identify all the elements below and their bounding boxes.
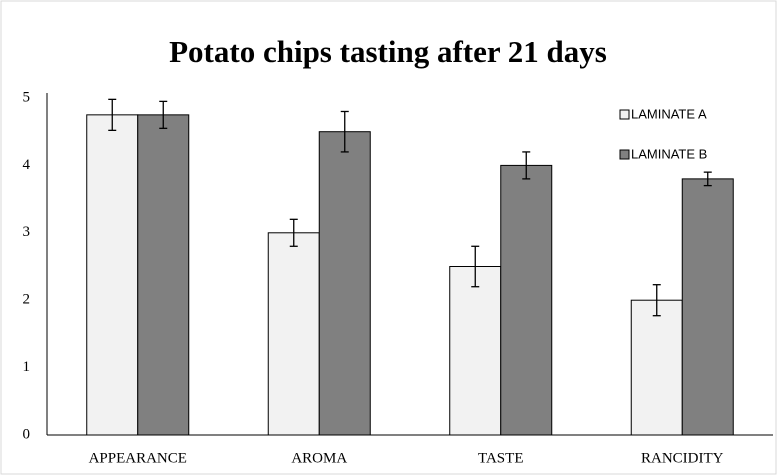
y-tick-label: 4 (23, 157, 31, 173)
legend-label: LAMINATE B (631, 146, 707, 161)
error-bar (652, 284, 661, 317)
error-bar (340, 110, 349, 153)
legend-swatch (619, 109, 630, 120)
x-tick-label: RANCIDITY (641, 450, 724, 466)
y-tick-label: 5 (23, 89, 31, 105)
x-tick-label: APPEARANCE (89, 450, 187, 466)
error-bar (289, 218, 298, 247)
y-tick-label: 0 (23, 426, 31, 442)
x-tick-label: TASTE (478, 450, 523, 466)
y-tick-label: 2 (23, 292, 31, 308)
bar (500, 164, 553, 436)
bar (630, 299, 683, 436)
bar (86, 114, 139, 436)
y-tick-label: 1 (23, 359, 31, 375)
bar (318, 131, 371, 436)
legend-label: LAMINATE A (631, 106, 707, 121)
error-bar (108, 98, 117, 132)
bar (137, 114, 190, 436)
error-bar (522, 151, 531, 180)
error-bar (471, 245, 480, 288)
y-tick-label: 3 (23, 224, 31, 240)
bar (267, 232, 320, 436)
bar (449, 266, 502, 436)
x-tick-label: AROMA (291, 450, 347, 466)
chart-title: Potato chips tasting after 21 days (169, 34, 607, 69)
bar (681, 178, 734, 436)
error-bar (159, 100, 168, 129)
legend-swatch (619, 149, 630, 160)
error-bar (703, 171, 712, 187)
